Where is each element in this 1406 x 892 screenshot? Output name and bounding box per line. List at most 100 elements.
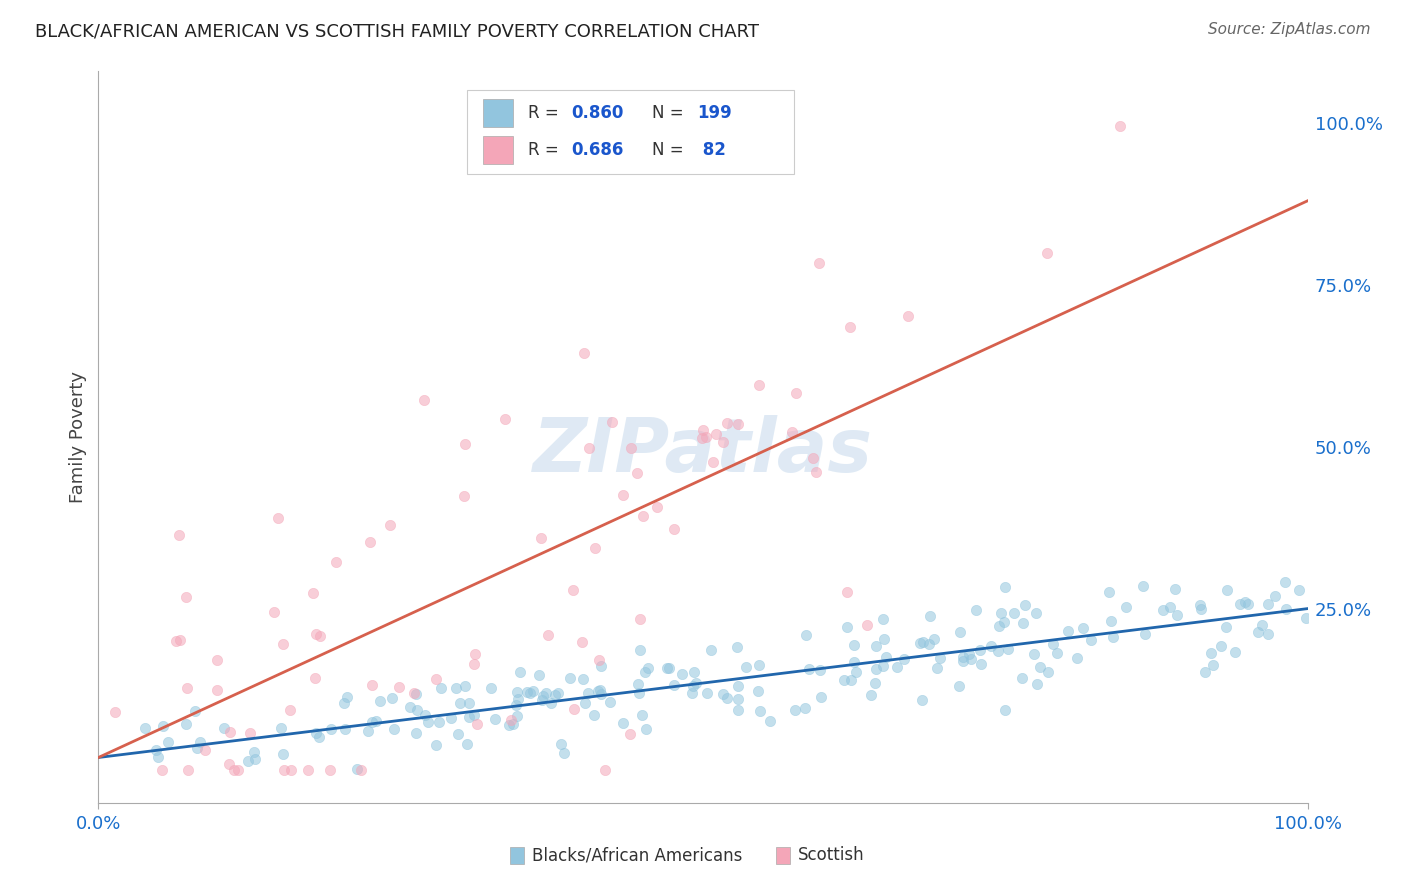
Point [104, 706, 127, 720]
Point [626, 676, 648, 690]
Point [1295, 611, 1317, 625]
Point [540, 696, 562, 710]
Point [758, 714, 780, 728]
Point [918, 637, 941, 651]
Point [450, 696, 472, 710]
Point [359, 534, 381, 549]
Point [593, 764, 616, 778]
Point [794, 628, 817, 642]
Point [360, 715, 382, 730]
Point [505, 698, 527, 713]
Point [378, 518, 401, 533]
Point [785, 703, 807, 717]
Point [1102, 630, 1125, 644]
Text: R =: R = [527, 141, 564, 160]
Point [530, 532, 553, 546]
Point [631, 707, 654, 722]
Point [350, 764, 373, 778]
Point [1071, 621, 1094, 635]
Y-axis label: Family Poverty: Family Poverty [69, 371, 87, 503]
Point [1257, 598, 1279, 612]
Point [835, 585, 858, 599]
Point [463, 708, 485, 723]
Point [1026, 677, 1049, 691]
Point [835, 620, 858, 634]
Point [949, 625, 972, 640]
Point [987, 619, 1010, 633]
Point [804, 465, 827, 479]
Point [711, 687, 734, 701]
Point [655, 661, 678, 675]
Point [748, 378, 770, 392]
Point [716, 417, 738, 431]
Point [1152, 603, 1174, 617]
Point [1164, 582, 1187, 597]
Point [1288, 582, 1310, 597]
Point [456, 737, 478, 751]
Text: N =: N = [652, 104, 689, 122]
Point [174, 717, 197, 731]
Point [727, 417, 749, 432]
Point [987, 644, 1010, 658]
Bar [482, 136, 513, 164]
Point [918, 609, 941, 624]
Point [218, 757, 240, 772]
Point [842, 655, 865, 669]
Point [970, 657, 993, 671]
Point [381, 691, 404, 706]
Point [1251, 618, 1274, 632]
Point [271, 747, 294, 761]
Point [1080, 633, 1102, 648]
Point [700, 643, 723, 657]
Point [357, 723, 380, 738]
Point [152, 718, 174, 732]
Point [794, 701, 817, 715]
Point [1098, 585, 1121, 599]
Point [219, 725, 242, 739]
FancyBboxPatch shape [467, 90, 793, 174]
Point [1012, 616, 1035, 631]
Point [188, 734, 211, 748]
Text: 199: 199 [697, 104, 731, 122]
Point [506, 708, 529, 723]
Point [1257, 626, 1279, 640]
Text: 82: 82 [697, 141, 725, 160]
Point [562, 702, 585, 716]
Text: Blacks/African Americans: Blacks/African Americans [531, 847, 742, 864]
Point [519, 685, 541, 699]
Point [263, 605, 285, 619]
Point [522, 684, 544, 698]
Point [671, 667, 693, 681]
Point [685, 676, 707, 690]
Point [571, 672, 593, 686]
Point [634, 665, 657, 680]
Point [928, 650, 950, 665]
Point [506, 692, 529, 706]
Point [1211, 639, 1233, 653]
Point [785, 386, 807, 401]
Point [952, 654, 974, 668]
Bar [776, 847, 790, 863]
Point [1036, 246, 1059, 260]
Point [440, 711, 463, 725]
Point [576, 685, 599, 699]
Point [301, 586, 323, 600]
Point [873, 632, 896, 647]
Point [578, 442, 600, 456]
Point [333, 696, 356, 710]
Point [690, 431, 713, 445]
Point [589, 683, 612, 698]
Point [658, 661, 681, 675]
Point [969, 642, 991, 657]
Point [498, 718, 520, 732]
Point [1022, 647, 1045, 661]
Point [780, 425, 803, 440]
Point [167, 528, 190, 542]
Point [747, 684, 769, 698]
Point [571, 635, 593, 649]
Point [662, 522, 685, 536]
Point [704, 427, 727, 442]
Point [388, 680, 411, 694]
Point [1201, 646, 1223, 660]
Point [1225, 645, 1247, 659]
